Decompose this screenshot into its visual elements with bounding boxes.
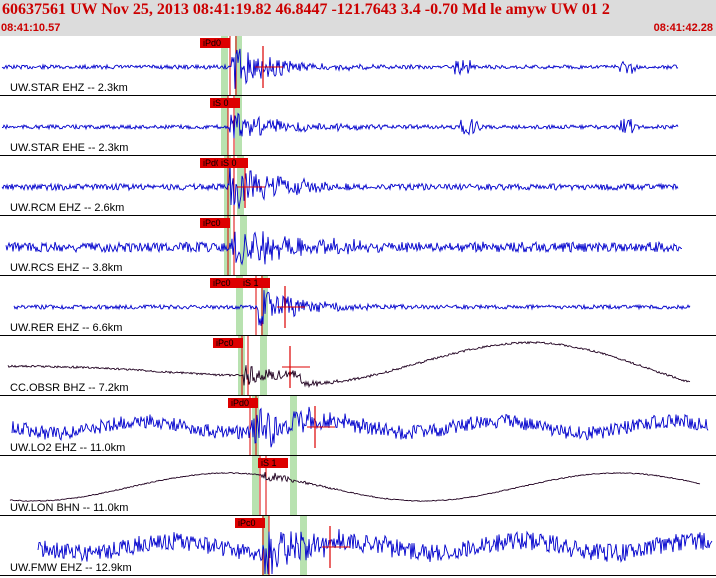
- analysis-window: [252, 456, 259, 516]
- pick-label-box[interactable]: [210, 98, 240, 108]
- waveform: [9, 472, 701, 502]
- pick-label: iPd0: [203, 38, 221, 48]
- pick-label-box[interactable]: [228, 398, 258, 408]
- analysis-window: [236, 276, 243, 336]
- pick-label-box[interactable]: [258, 458, 288, 468]
- waveform: [7, 340, 691, 389]
- trace-row[interactable]: iPc0 CC.OBSR BHZ -- 7.2km: [0, 336, 716, 396]
- pick-label-box[interactable]: [213, 338, 243, 348]
- analysis-window: [240, 216, 247, 276]
- analysis-window: [290, 456, 297, 516]
- trace-row[interactable]: iPc0 iS 1 UW.RER EHZ -- 6.6km: [0, 276, 716, 336]
- analysis-window: [262, 516, 269, 576]
- analysis-window: [260, 336, 267, 396]
- pick-label: iPc0: [213, 278, 231, 288]
- seismogram-panel[interactable]: iPd0 UW.STAR EHZ -- 2.3km iS 0 UW.STAR EHE …: [0, 36, 716, 578]
- event-header: 60637561 UW Nov 25, 2013 08:41:19.82 46.…: [0, 0, 716, 36]
- pick-label: iS 0: [221, 158, 237, 168]
- analysis-window: [300, 516, 307, 576]
- pick-label-box[interactable]: [240, 278, 270, 288]
- station-label: UW.LON BHN -- 11.0km: [10, 502, 128, 514]
- waveform: [1, 48, 679, 89]
- pick-label-box[interactable]: [218, 158, 248, 168]
- waveform: [1, 163, 679, 209]
- waveform: [5, 231, 682, 266]
- waveform: [1, 112, 679, 139]
- waveform: [13, 290, 691, 326]
- waveform: [37, 529, 713, 575]
- analysis-window: [235, 96, 242, 156]
- trace-row[interactable]: iPc0 UW.RCS EHZ -- 3.8km: [0, 216, 716, 276]
- trace-row[interactable]: iS 0 UW.STAR EHE -- 2.3km: [0, 96, 716, 156]
- pick-label: iPd0: [231, 398, 249, 408]
- pick-label: iS 1: [261, 458, 277, 468]
- station-label: UW.STAR EHE -- 2.3km: [10, 142, 128, 154]
- pick-label: iPc0: [203, 218, 221, 228]
- pick-label-box[interactable]: [235, 518, 265, 528]
- trace-row[interactable]: iS 1 UW.LON BHN -- 11.0km: [0, 456, 716, 516]
- trace-row[interactable]: iPd0 iS 0 UW.RCM EHZ -- 2.6km: [0, 156, 716, 216]
- trace-row[interactable]: iPc0 UW.FMW EHZ -- 12.9km: [0, 516, 716, 576]
- pick-label-box[interactable]: [210, 278, 240, 288]
- pick-label: iPc0: [216, 338, 234, 348]
- pick-label: iPc0: [238, 518, 256, 528]
- pick-label-box[interactable]: [200, 38, 230, 48]
- waveform: [11, 406, 709, 448]
- station-label: UW.LO2 EHZ -- 11.0km: [10, 442, 125, 454]
- station-label: UW.RCM EHZ -- 2.6km: [10, 202, 124, 214]
- analysis-window: [237, 156, 244, 216]
- pick-label: iPd0: [203, 158, 221, 168]
- trace-row[interactable]: iPd0 UW.STAR EHZ -- 2.3km: [0, 36, 716, 96]
- station-label: UW.FMW EHZ -- 12.9km: [10, 562, 132, 574]
- trace-row[interactable]: iPd0 UW.LO2 EHZ -- 11.0km: [0, 396, 716, 456]
- end-time: 08:41:42.28: [653, 22, 713, 34]
- station-label: UW.STAR EHZ -- 2.3km: [10, 82, 128, 94]
- pick-label-box[interactable]: [200, 158, 230, 168]
- station-label: CC.OBSR BHZ -- 7.2km: [10, 382, 129, 394]
- station-label: UW.RER EHZ -- 6.6km: [10, 322, 122, 334]
- pick-label-box[interactable]: [200, 218, 230, 228]
- pick-label: iS 0: [213, 98, 229, 108]
- analysis-window: [290, 396, 297, 456]
- station-label: UW.RCS EHZ -- 3.8km: [10, 262, 122, 274]
- pick-label: iS 1: [243, 278, 259, 288]
- analysis-window: [235, 36, 242, 96]
- event-title: 60637561 UW Nov 25, 2013 08:41:19.82 46.…: [2, 1, 610, 18]
- start-time: 08:41:10.57: [1, 22, 61, 34]
